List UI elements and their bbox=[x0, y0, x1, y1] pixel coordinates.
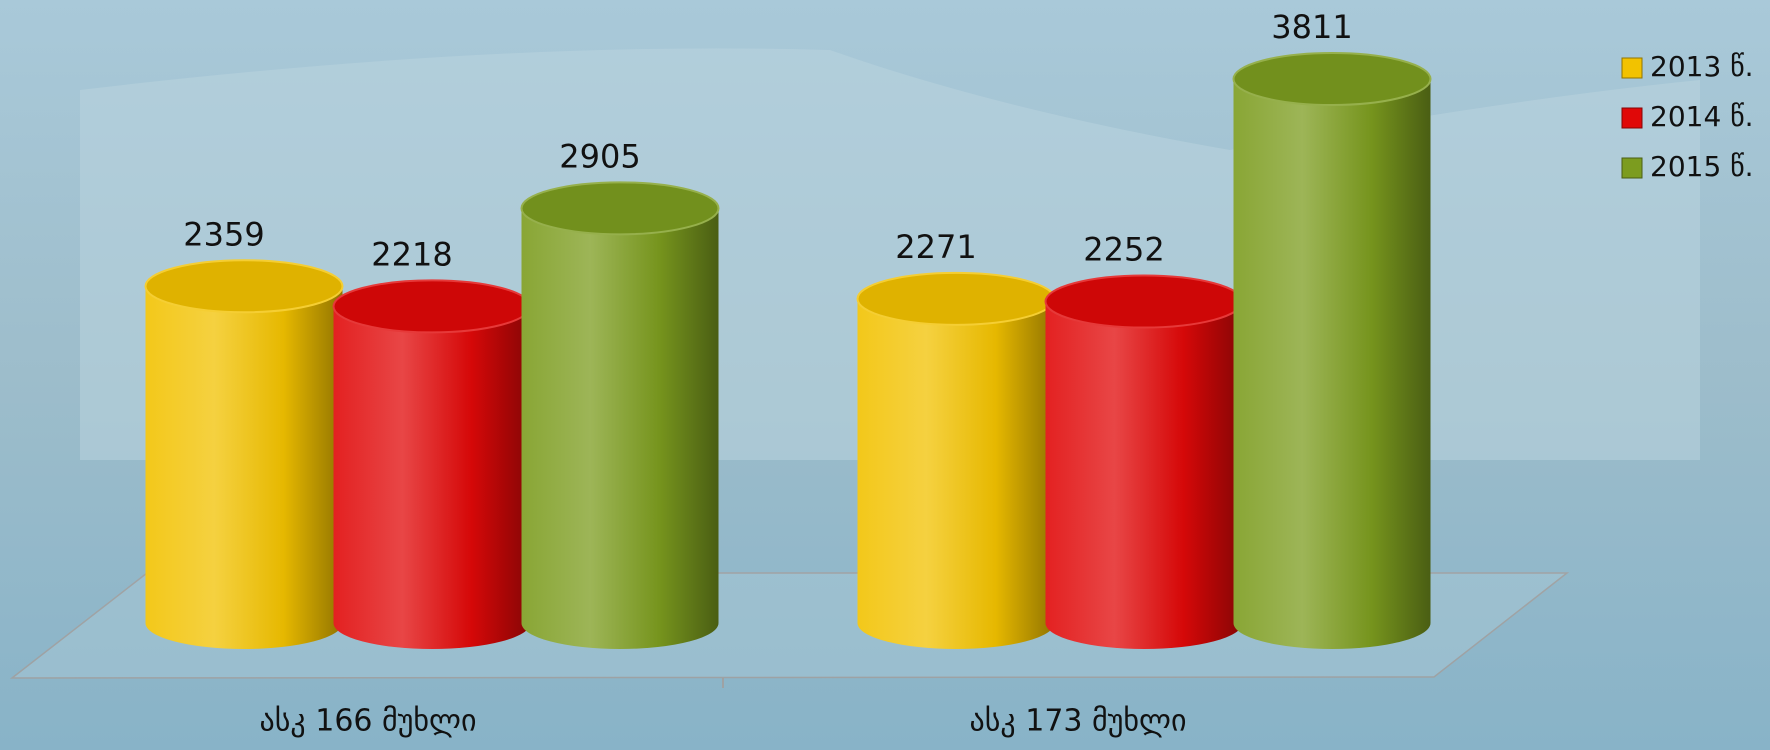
bar-body bbox=[334, 306, 531, 649]
bar bbox=[1234, 53, 1431, 649]
bar bbox=[146, 260, 343, 649]
x-tick-label: ასკ 166 მუხლი bbox=[259, 704, 476, 739]
x-tick-label: ასკ 173 მუხლი bbox=[969, 704, 1186, 739]
legend-swatch bbox=[1622, 58, 1642, 78]
legend-label: 2014 წ. bbox=[1650, 100, 1754, 133]
data-label: 2218 bbox=[371, 235, 452, 273]
legend-label: 2015 წ. bbox=[1650, 150, 1754, 183]
bar-body bbox=[1234, 79, 1431, 649]
bar bbox=[334, 280, 531, 649]
bar-body bbox=[146, 286, 343, 649]
bar-body bbox=[522, 208, 719, 649]
legend-label: 2013 წ. bbox=[1650, 50, 1754, 83]
bar bbox=[522, 182, 719, 649]
bar-top bbox=[1234, 53, 1431, 105]
bar-top bbox=[522, 182, 719, 234]
data-label: 2359 bbox=[183, 215, 264, 253]
data-label: 2271 bbox=[895, 228, 976, 266]
data-label: 3811 bbox=[1271, 8, 1352, 46]
data-label: 2905 bbox=[559, 137, 640, 175]
bar-top bbox=[858, 273, 1055, 325]
bar bbox=[1046, 276, 1243, 649]
bar-top bbox=[146, 260, 343, 312]
bar bbox=[858, 273, 1055, 649]
chart: ასკ 166 მუხლი 2359 2218 2905 ასკ 173 მუხლი 22… bbox=[0, 0, 1770, 750]
bar-body bbox=[858, 299, 1055, 649]
data-label: 2252 bbox=[1083, 231, 1164, 269]
legend-swatch bbox=[1622, 108, 1642, 128]
bar-body bbox=[1046, 302, 1243, 649]
bar-top bbox=[334, 280, 531, 332]
bar-top bbox=[1046, 276, 1243, 328]
legend-swatch bbox=[1622, 158, 1642, 178]
